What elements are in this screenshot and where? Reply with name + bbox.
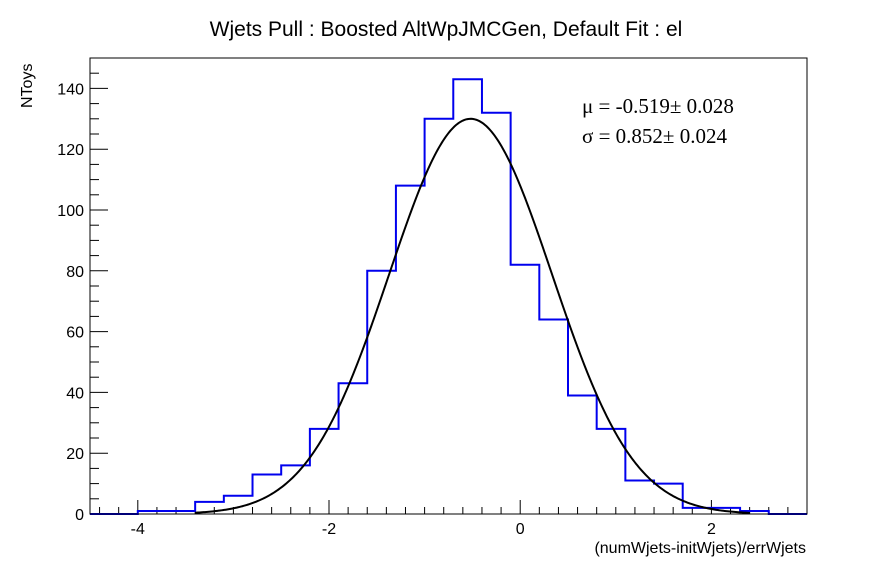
y-tick-label: 120 — [57, 142, 84, 159]
y-tick-label: 20 — [66, 446, 84, 463]
histogram-outline — [90, 78, 807, 515]
plot-frame — [89, 57, 808, 515]
chart-title: Wjets Pull : Boosted AltWpJMCGen, Defaul… — [210, 18, 683, 41]
y-tick-label: 60 — [66, 325, 84, 342]
gaussian-fit-curve — [195, 117, 750, 514]
y-tick-label: 100 — [57, 203, 84, 220]
x-tick-label: 2 — [707, 521, 716, 538]
y-tick-label: 40 — [66, 385, 84, 402]
y-tick-label: 0 — [75, 507, 84, 524]
x-tick-label: -2 — [322, 521, 336, 538]
x-axis-label: (numWjets-initWjets)/errWjets — [594, 540, 806, 557]
fit-sigma-stat: σ = 0.852± 0.024 — [582, 124, 727, 148]
y-tick-label: 80 — [66, 264, 84, 281]
y-tick-label: 140 — [57, 81, 84, 98]
x-tick-label: 0 — [516, 521, 525, 538]
fit-mean-stat: μ = -0.519± 0.028 — [582, 94, 734, 118]
x-tick-label: -4 — [131, 521, 145, 538]
y-axis-label: NToys — [19, 64, 36, 108]
